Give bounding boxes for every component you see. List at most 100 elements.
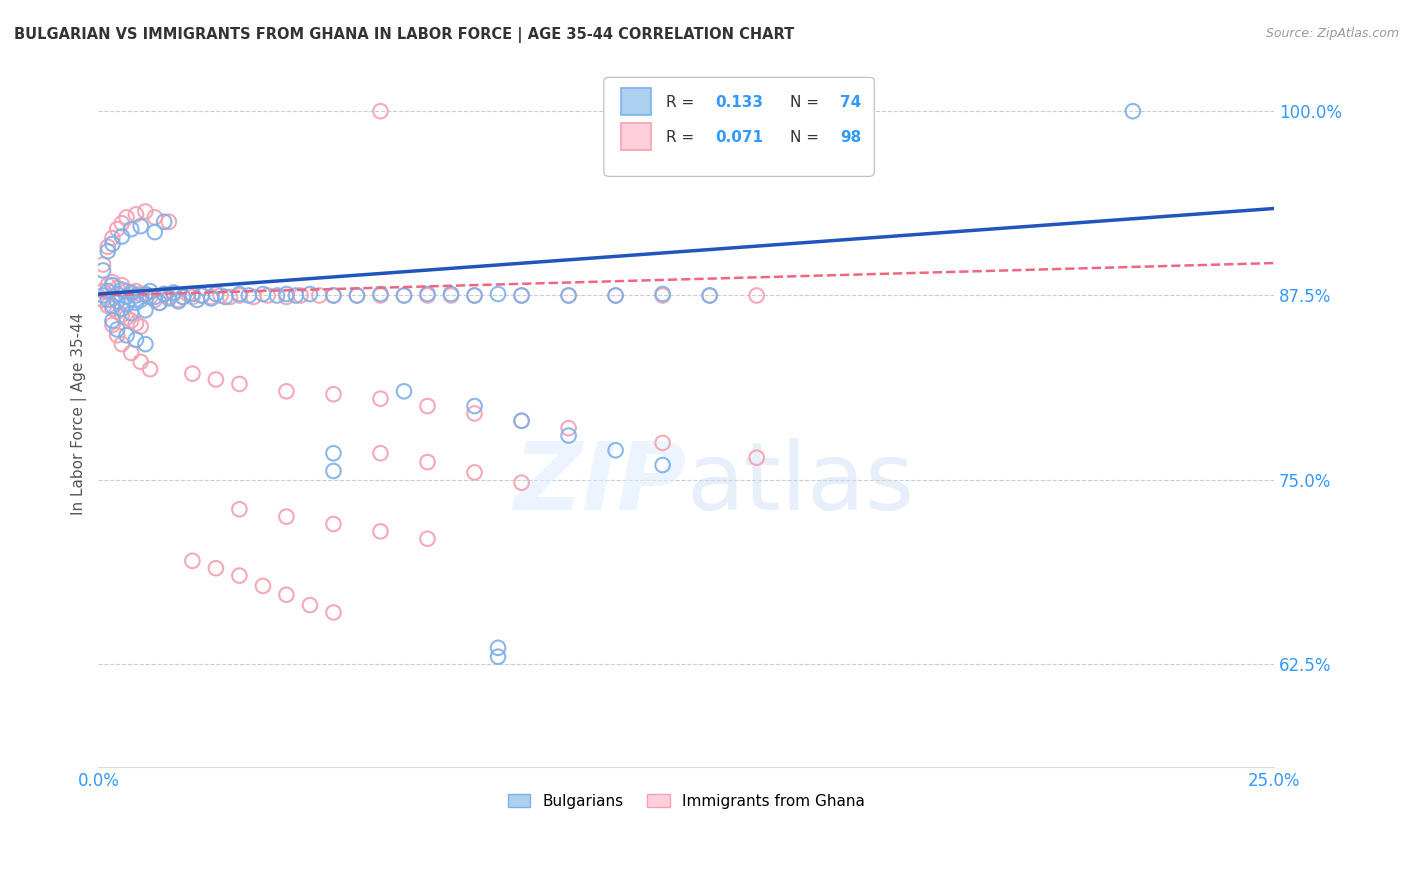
- Point: [125, 284, 148, 298]
- Legend: Bulgarians, Immigrants from Ghana: Bulgarians, Immigrants from Ghana: [501, 786, 872, 816]
- Point: [191, 288, 214, 302]
- Point: [605, 443, 627, 458]
- Point: [370, 104, 392, 119]
- Point: [105, 287, 128, 301]
- Point: [605, 288, 627, 302]
- Point: [105, 304, 128, 318]
- Point: [186, 293, 208, 307]
- Point: [105, 322, 128, 336]
- Point: [111, 337, 134, 351]
- Point: [464, 399, 486, 413]
- Point: [134, 204, 156, 219]
- Point: [242, 290, 264, 304]
- Point: [91, 258, 114, 272]
- Point: [115, 297, 138, 311]
- Point: [276, 588, 298, 602]
- Point: [105, 294, 128, 309]
- Text: R =: R =: [666, 130, 699, 145]
- Point: [134, 337, 156, 351]
- Text: N =: N =: [790, 95, 824, 110]
- Point: [105, 328, 128, 343]
- Point: [510, 414, 533, 428]
- Point: [284, 288, 307, 302]
- Point: [370, 524, 392, 539]
- Point: [276, 384, 298, 399]
- Point: [97, 299, 120, 313]
- Point: [167, 293, 190, 307]
- Point: [172, 290, 194, 304]
- Point: [143, 290, 166, 304]
- Point: [111, 283, 134, 297]
- Point: [416, 532, 439, 546]
- Point: [370, 287, 392, 301]
- Point: [510, 475, 533, 490]
- Point: [125, 317, 148, 331]
- Point: [228, 288, 250, 302]
- Point: [97, 240, 120, 254]
- Point: [101, 236, 124, 251]
- Point: [125, 207, 148, 221]
- Point: [139, 290, 162, 304]
- Point: [416, 455, 439, 469]
- Point: [276, 290, 298, 304]
- Point: [134, 303, 156, 318]
- Point: [91, 263, 114, 277]
- Point: [115, 211, 138, 225]
- Point: [101, 278, 124, 293]
- Point: [464, 466, 486, 480]
- Point: [256, 288, 278, 302]
- Point: [111, 229, 134, 244]
- Point: [228, 568, 250, 582]
- Point: [129, 287, 152, 301]
- Point: [651, 288, 673, 302]
- Point: [322, 516, 344, 531]
- Point: [651, 458, 673, 472]
- Point: [111, 308, 134, 322]
- Text: atlas: atlas: [686, 438, 914, 530]
- Point: [134, 287, 156, 301]
- Point: [440, 288, 463, 302]
- Point: [181, 287, 204, 301]
- Point: [143, 211, 166, 225]
- Text: ZIP: ZIP: [513, 438, 686, 530]
- Point: [370, 446, 392, 460]
- Point: [322, 288, 344, 302]
- Point: [346, 288, 368, 302]
- Point: [115, 290, 138, 304]
- Point: [153, 215, 176, 229]
- Point: [153, 287, 176, 301]
- Point: [125, 333, 148, 347]
- Point: [228, 376, 250, 391]
- Text: 74: 74: [841, 95, 862, 110]
- Point: [557, 421, 579, 435]
- Point: [157, 215, 180, 229]
- Point: [200, 292, 222, 306]
- Point: [200, 290, 222, 304]
- Point: [97, 293, 120, 307]
- Point: [557, 428, 579, 442]
- Point: [219, 290, 242, 304]
- Text: 98: 98: [841, 130, 862, 145]
- Point: [97, 284, 120, 298]
- Point: [101, 318, 124, 332]
- Point: [605, 288, 627, 302]
- Point: [148, 296, 170, 310]
- Point: [181, 367, 204, 381]
- Point: [120, 306, 142, 320]
- Point: [153, 287, 176, 301]
- Point: [209, 288, 232, 302]
- Point: [125, 288, 148, 302]
- Text: 0.071: 0.071: [716, 130, 763, 145]
- Text: R =: R =: [666, 95, 699, 110]
- Point: [486, 287, 509, 301]
- Point: [322, 606, 344, 620]
- Point: [105, 281, 128, 295]
- Point: [115, 328, 138, 343]
- Point: [370, 288, 392, 302]
- FancyBboxPatch shape: [603, 78, 875, 177]
- Point: [464, 406, 486, 420]
- Point: [191, 288, 214, 302]
- Point: [266, 288, 288, 302]
- Point: [97, 278, 120, 293]
- Point: [392, 288, 415, 302]
